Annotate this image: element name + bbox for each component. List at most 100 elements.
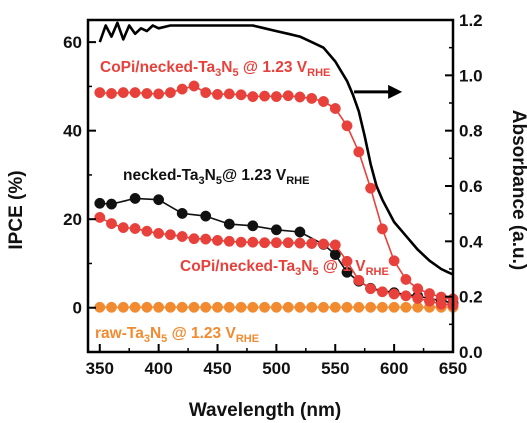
data-point <box>353 301 365 313</box>
data-point <box>153 227 165 239</box>
x-tick-label: 550 <box>321 359 349 378</box>
data-point <box>106 301 117 313</box>
data-point <box>388 301 400 313</box>
series-label-3: raw-Ta3N5 @ 1.23 VRHE <box>95 325 259 345</box>
data-point <box>129 223 141 234</box>
data-point <box>247 91 259 103</box>
x-tick-label: 650 <box>439 359 467 378</box>
label-subscript: RHE <box>286 175 309 187</box>
label-subscript: RHE <box>366 266 389 278</box>
data-point <box>94 87 106 99</box>
data-point <box>376 286 388 298</box>
data-point <box>412 283 424 295</box>
x-tick-label: 400 <box>144 359 172 378</box>
data-point <box>188 233 200 245</box>
data-point <box>200 210 212 222</box>
data-point <box>259 90 271 102</box>
data-point <box>176 301 188 313</box>
y2-tick-label: 0.8 <box>459 122 483 141</box>
label-text: CoPi/necked-Ta <box>100 59 216 76</box>
data-point <box>200 301 212 313</box>
data-point <box>259 237 271 249</box>
data-point <box>247 220 259 232</box>
data-point <box>341 255 353 267</box>
data-point <box>94 301 106 313</box>
data-point <box>188 301 200 313</box>
y-axis-title: IPCE (%) <box>6 170 27 249</box>
series-layer <box>94 21 459 313</box>
y-tick-label: 20 <box>63 210 82 229</box>
y2-tick-label: 0.6 <box>459 177 483 196</box>
data-point <box>141 301 153 313</box>
data-point <box>294 301 306 313</box>
label-text: N <box>301 258 312 275</box>
series-label-2: CoPi/necked-Ta3N5 @ 1 VRHE <box>180 258 389 278</box>
data-point <box>129 87 141 99</box>
data-point <box>223 88 235 100</box>
series-label-layer: CoPi/necked-Ta3N5 @ 1.23 VRHE necked-Ta3N… <box>95 59 389 345</box>
data-point <box>294 226 306 238</box>
label-subscript: 5 <box>312 266 318 278</box>
data-point <box>365 283 377 295</box>
data-point <box>164 301 176 313</box>
data-point <box>176 83 188 95</box>
data-point <box>282 90 294 102</box>
label-subscript: RHE <box>236 333 259 345</box>
label-subscript: 5 <box>216 175 222 187</box>
data-point <box>270 224 282 236</box>
y2-tick-label: 1.0 <box>459 66 483 85</box>
label-text: N <box>221 59 232 76</box>
data-point <box>176 207 188 219</box>
label-subscript: 5 <box>232 67 238 79</box>
data-point <box>247 236 259 248</box>
data-point <box>341 301 353 313</box>
data-point <box>164 87 176 99</box>
data-point <box>94 197 106 209</box>
data-point <box>270 301 282 313</box>
data-point <box>259 301 271 313</box>
x-axis-title: Wavelength (nm) <box>189 400 341 421</box>
label-text: raw-Ta <box>95 325 144 342</box>
data-point <box>341 266 353 278</box>
data-point <box>400 301 412 313</box>
label-subscript: 3 <box>144 333 150 345</box>
data-point <box>153 301 165 313</box>
label-subscript: 3 <box>215 67 221 79</box>
x-tick-label: 600 <box>380 359 408 378</box>
data-point <box>353 146 365 158</box>
data-point <box>282 237 294 249</box>
y2-axis-title: Absorbance (a.u.) <box>508 110 527 270</box>
series-label-1: necked-Ta3N5@ 1.23 VRHE <box>123 167 309 187</box>
data-point <box>106 198 117 210</box>
data-point <box>141 88 153 99</box>
data-point <box>318 96 329 107</box>
data-point <box>176 231 188 242</box>
data-point <box>235 301 247 313</box>
data-point <box>94 211 106 223</box>
data-point <box>200 87 212 99</box>
data-point <box>212 88 223 100</box>
data-point <box>435 291 447 303</box>
data-point <box>212 301 223 313</box>
data-point <box>117 222 129 234</box>
data-point <box>318 301 329 313</box>
data-point <box>270 237 282 249</box>
data-point <box>353 274 365 286</box>
data-point <box>306 92 318 104</box>
data-point <box>141 225 153 237</box>
data-point <box>223 235 235 247</box>
data-point <box>247 301 259 313</box>
label-text: CoPi/necked-Ta <box>180 258 296 275</box>
data-point <box>200 233 212 245</box>
y-tick-label: 40 <box>63 122 82 141</box>
tick-layer: 350 400 450 500 550 600 650 0 20 40 60 0.0 0.2 0.4 0.6… <box>63 11 483 378</box>
series-label-0: CoPi/necked-Ta3N5 @ 1.23 VRHE <box>100 59 330 79</box>
x-tick-label: 450 <box>203 359 231 378</box>
label-subscript: 5 <box>161 333 167 345</box>
data-point <box>212 234 223 246</box>
data-point <box>129 192 141 204</box>
data-point <box>365 182 377 194</box>
data-point <box>106 88 117 99</box>
data-point <box>329 239 341 251</box>
y2-tick-label: 0.0 <box>459 343 483 362</box>
